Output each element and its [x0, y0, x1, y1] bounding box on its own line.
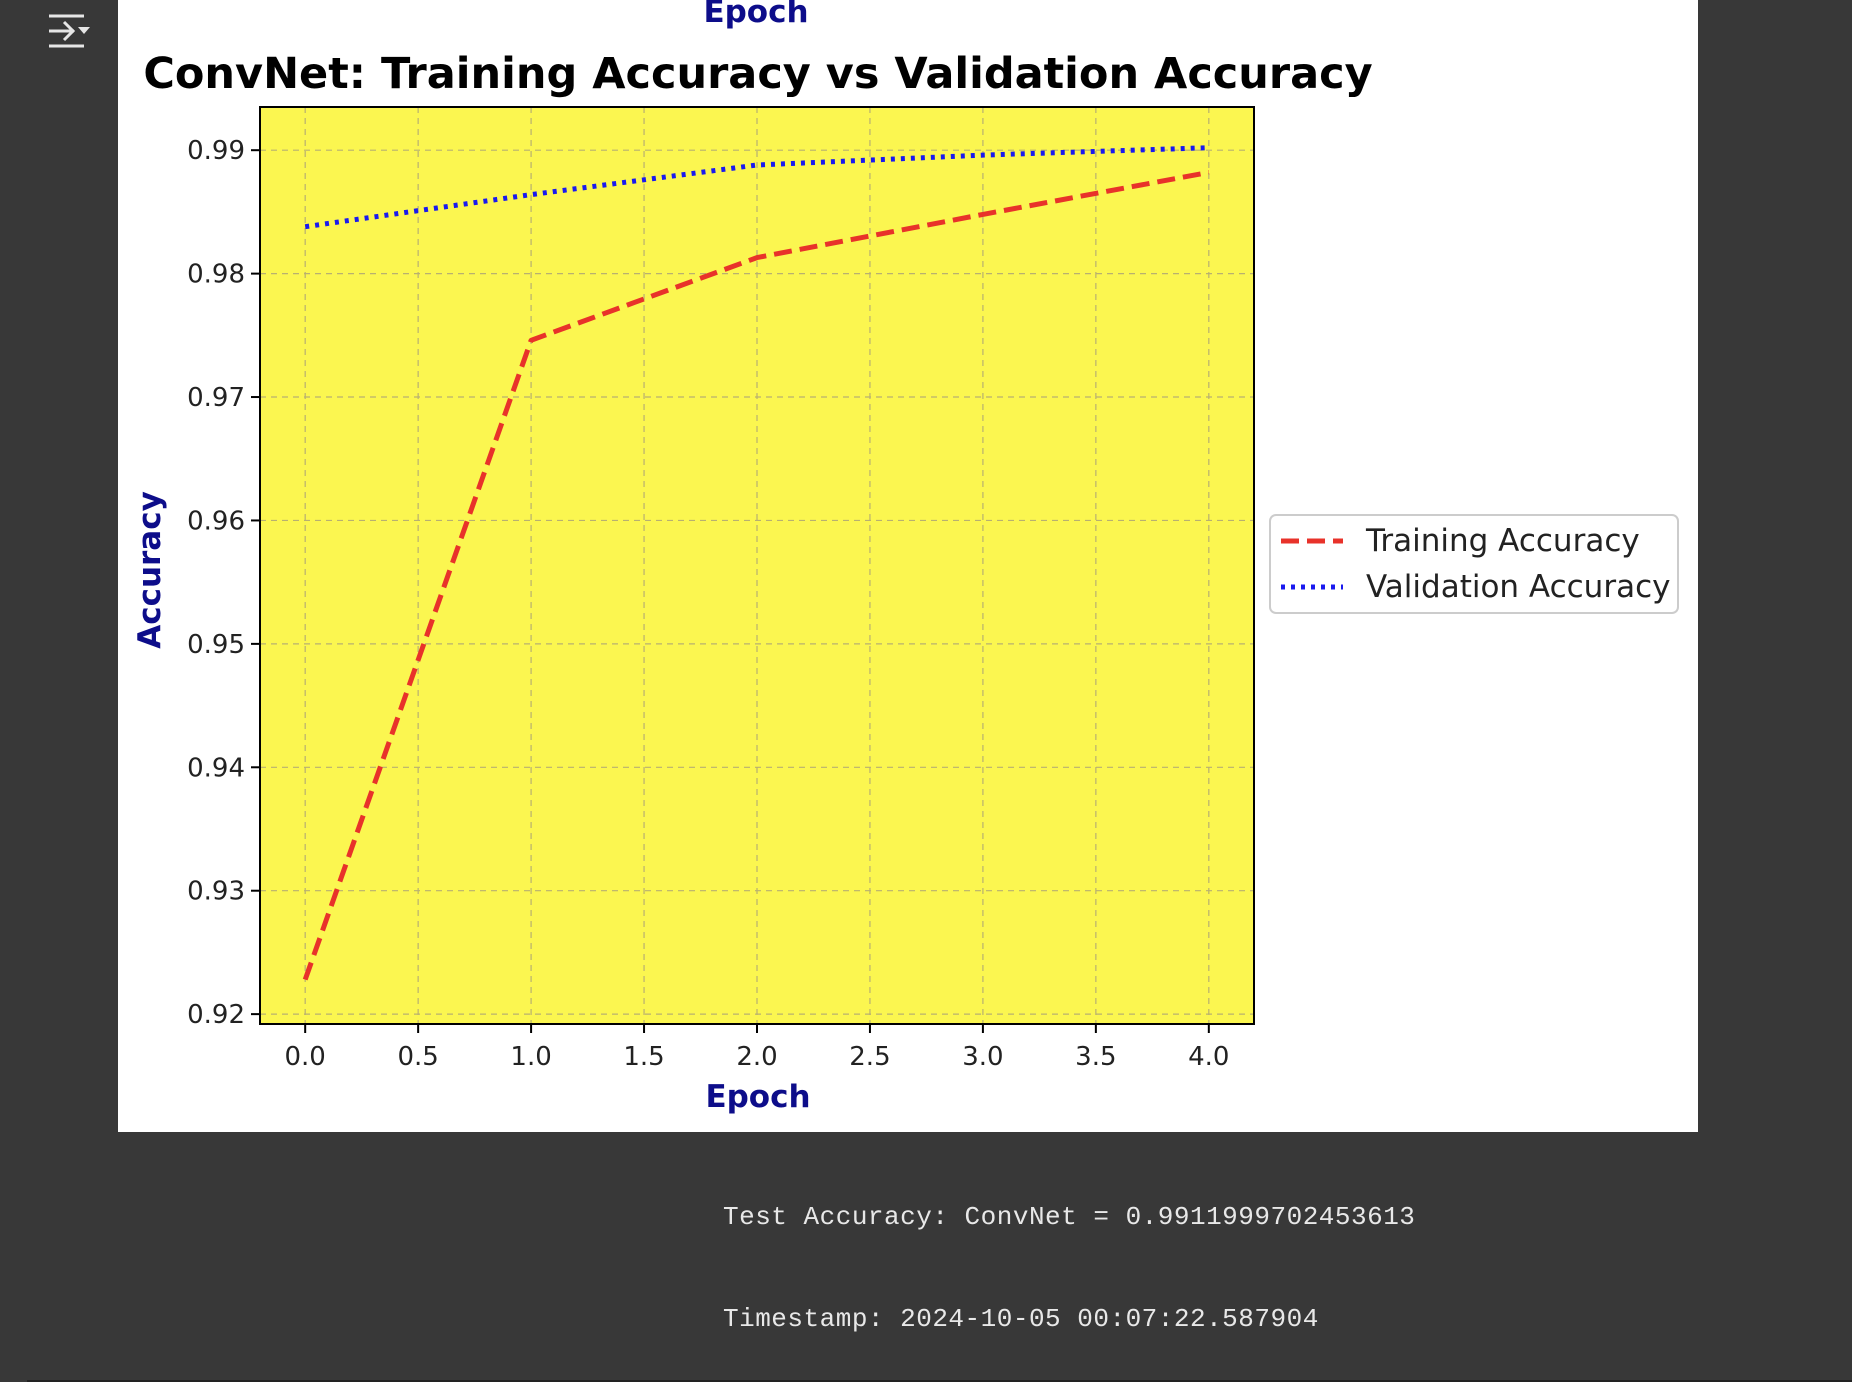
legend-box — [1269, 514, 1679, 614]
y-tick-label: 0.98 — [187, 260, 245, 290]
y-tick-label: 0.96 — [187, 506, 245, 536]
output-collapse-icon — [49, 14, 90, 48]
cell-divider — [27, 1380, 1852, 1382]
axis-ticks: 0.0 0.5 1.0 1.5 2.0 2.5 3.0 3.5 4.0 0.92 0.93 0.94 0… — [187, 136, 1229, 1072]
legend: Training Accuracy Validation Accuracy — [1269, 514, 1679, 614]
x-axis-label: Epoch — [705, 1079, 810, 1115]
output-collapse-button[interactable] — [44, 10, 94, 52]
legend-label-validation: Validation Accuracy — [1366, 569, 1670, 605]
x-tick-label: 3.5 — [1075, 1042, 1116, 1072]
y-tick-label: 0.92 — [187, 1000, 245, 1030]
series-lines — [302, 145, 1210, 981]
y-tick-label: 0.95 — [187, 630, 245, 660]
x-tick-label: 3.0 — [962, 1042, 1003, 1072]
cut-off-epoch-label: Epoch — [703, 0, 808, 30]
y-tick-label: 0.93 — [187, 877, 245, 907]
validation-accuracy-line — [304, 145, 1209, 230]
y-axis-label: Accuracy — [132, 491, 168, 649]
y-tick-label: 0.97 — [187, 383, 245, 413]
x-tick-label: 0.0 — [285, 1042, 326, 1072]
legend-label-training: Training Accuracy — [1365, 523, 1640, 559]
test-accuracy-output: Test Accuracy: ConvNet = 0.9911999702453… — [723, 1202, 1416, 1232]
y-tick-label: 0.94 — [187, 753, 245, 783]
x-tick-label: 2.0 — [736, 1042, 777, 1072]
grid-lines — [260, 107, 1254, 1024]
accuracy-chart: Epoch ConvNet: Training Accuracy vs Vali… — [132, 0, 1679, 1115]
x-tick-label: 2.5 — [849, 1042, 890, 1072]
x-tick-label: 4.0 — [1188, 1042, 1229, 1072]
x-tick-label: 1.0 — [510, 1042, 551, 1072]
y-tick-label: 0.99 — [187, 136, 245, 166]
x-tick-label: 0.5 — [397, 1042, 438, 1072]
chart-title: ConvNet: Training Accuracy vs Validation… — [143, 49, 1372, 99]
x-tick-label: 1.5 — [623, 1042, 664, 1072]
figure-panel: Epoch ConvNet: Training Accuracy vs Vali… — [118, 0, 1698, 1132]
timestamp-output: Timestamp: 2024-10-05 00:07:22.587904 — [723, 1304, 1319, 1334]
